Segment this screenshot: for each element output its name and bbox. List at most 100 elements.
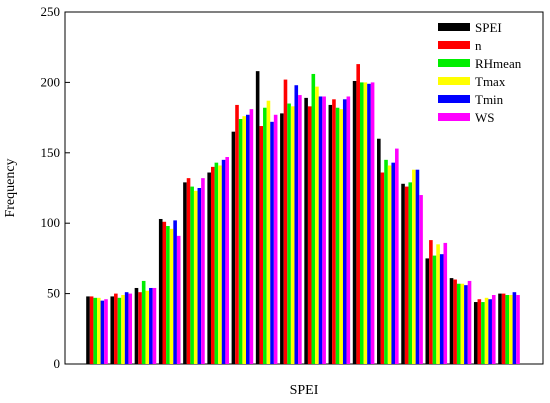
bar-spei-10 [304, 97, 308, 364]
bar-tmin-17 [488, 299, 492, 364]
bar-tmin-7 [246, 114, 250, 364]
y-tick-label: 0 [54, 356, 61, 371]
y-tick-label: 100 [41, 215, 61, 230]
legend-swatch-tmax [438, 77, 470, 85]
bar-n-7 [235, 104, 239, 365]
x-axis-label: SPEI [290, 383, 319, 398]
bar-rhmean-2 [117, 297, 122, 364]
bar-tmax-16 [460, 283, 465, 364]
bar-tmin-16 [464, 285, 468, 364]
legend-swatch-tmin [438, 95, 470, 103]
bar-ws-6 [225, 157, 229, 364]
bar-ws-17 [491, 295, 496, 364]
bar-spei-5 [183, 182, 187, 364]
bar-tmax-12 [363, 82, 368, 365]
bar-rhmean-16 [456, 283, 461, 364]
bar-tmin-11 [342, 99, 347, 365]
bar-n-9 [283, 79, 288, 364]
bar-n-10 [307, 106, 312, 364]
y-tick-label: 250 [41, 4, 61, 19]
bar-spei-17 [473, 302, 478, 364]
bar-rhmean-1 [93, 297, 97, 364]
bar-tmin-2 [124, 292, 129, 364]
bar-tmax-18 [509, 295, 513, 364]
bar-tmin-6 [221, 159, 226, 364]
bar-tmax-10 [315, 86, 319, 365]
bar-ws-11 [346, 96, 351, 364]
bar-rhmean-4 [166, 226, 170, 364]
bar-spei-2 [110, 296, 115, 364]
bar-rhmean-12 [359, 82, 364, 365]
bar-spei-7 [231, 131, 236, 364]
bar-tmin-15 [439, 254, 444, 364]
legend-label-rhmean: RHmean [475, 56, 522, 71]
bar-tmin-8 [270, 121, 274, 364]
bar-n-8 [259, 126, 264, 364]
bar-ws-2 [128, 293, 133, 364]
bar-tmax-9 [290, 106, 295, 364]
bar-ws-9 [298, 95, 302, 364]
bar-spei-3 [134, 287, 139, 364]
bar-rhmean-17 [481, 302, 485, 364]
bar-rhmean-11 [335, 107, 340, 365]
bar-n-16 [453, 279, 457, 364]
legend-swatch-n [438, 41, 470, 49]
legend-label-n: n [475, 38, 482, 53]
bar-n-15 [429, 240, 433, 364]
bar-n-14 [404, 186, 409, 364]
bar-ws-16 [467, 280, 472, 364]
bar-spei-16 [449, 278, 454, 364]
bar-tmin-13 [391, 162, 396, 364]
y-tick-label: 200 [41, 74, 61, 89]
bar-n-6 [210, 166, 215, 364]
bar-ws-3 [152, 287, 157, 364]
bar-ws-7 [249, 109, 254, 365]
bar-n-1 [89, 296, 94, 364]
bar-tmin-3 [149, 287, 153, 364]
bar-tmax-8 [266, 100, 271, 364]
bar-tmax-17 [484, 297, 489, 364]
legend-label-tmin: Tmin [475, 92, 504, 107]
bar-rhmean-18 [505, 295, 509, 364]
bar-tmin-10 [318, 96, 323, 364]
bar-ws-10 [322, 96, 326, 364]
bar-spei-9 [280, 113, 284, 364]
bar-spei-14 [401, 183, 405, 364]
bar-tmin-18 [512, 292, 517, 364]
bar-ws-5 [201, 178, 205, 364]
bar-spei-13 [377, 138, 381, 364]
bar-tmin-9 [294, 85, 299, 364]
bar-tmax-14 [412, 169, 416, 364]
bar-n-3 [138, 292, 142, 364]
bar-rhmean-5 [190, 186, 194, 364]
bar-tmax-11 [339, 109, 343, 365]
bar-tmin-14 [415, 169, 420, 364]
bar-rhmean-3 [141, 280, 146, 364]
bar-tmax-3 [145, 290, 150, 364]
bar-tmin-4 [173, 220, 177, 364]
bar-rhmean-8 [263, 107, 267, 365]
bar-ws-15 [443, 242, 448, 364]
legend-label-ws: WS [475, 110, 495, 125]
y-tick-label: 150 [41, 145, 61, 160]
plot-frame [64, 11, 544, 365]
bar-spei-12 [352, 80, 357, 365]
legend-swatch-rhmean [438, 59, 470, 67]
bar-spei-6 [207, 172, 211, 364]
bar-tmax-6 [218, 165, 222, 364]
legend-swatch-ws [438, 113, 470, 121]
bars-group [86, 64, 520, 365]
bar-n-5 [186, 178, 191, 364]
bar-rhmean-13 [384, 159, 388, 364]
bar-tmax-2 [121, 295, 125, 364]
bar-n-4 [162, 221, 167, 364]
bar-tmax-15 [436, 244, 440, 364]
bar-n-12 [356, 64, 360, 364]
bar-ws-14 [419, 195, 423, 364]
bar-tmax-1 [97, 297, 101, 364]
bar-tmax-13 [387, 165, 392, 364]
legend-swatch-spei [438, 23, 470, 31]
bar-tmin-1 [100, 300, 105, 364]
bar-tmin-5 [197, 188, 202, 364]
